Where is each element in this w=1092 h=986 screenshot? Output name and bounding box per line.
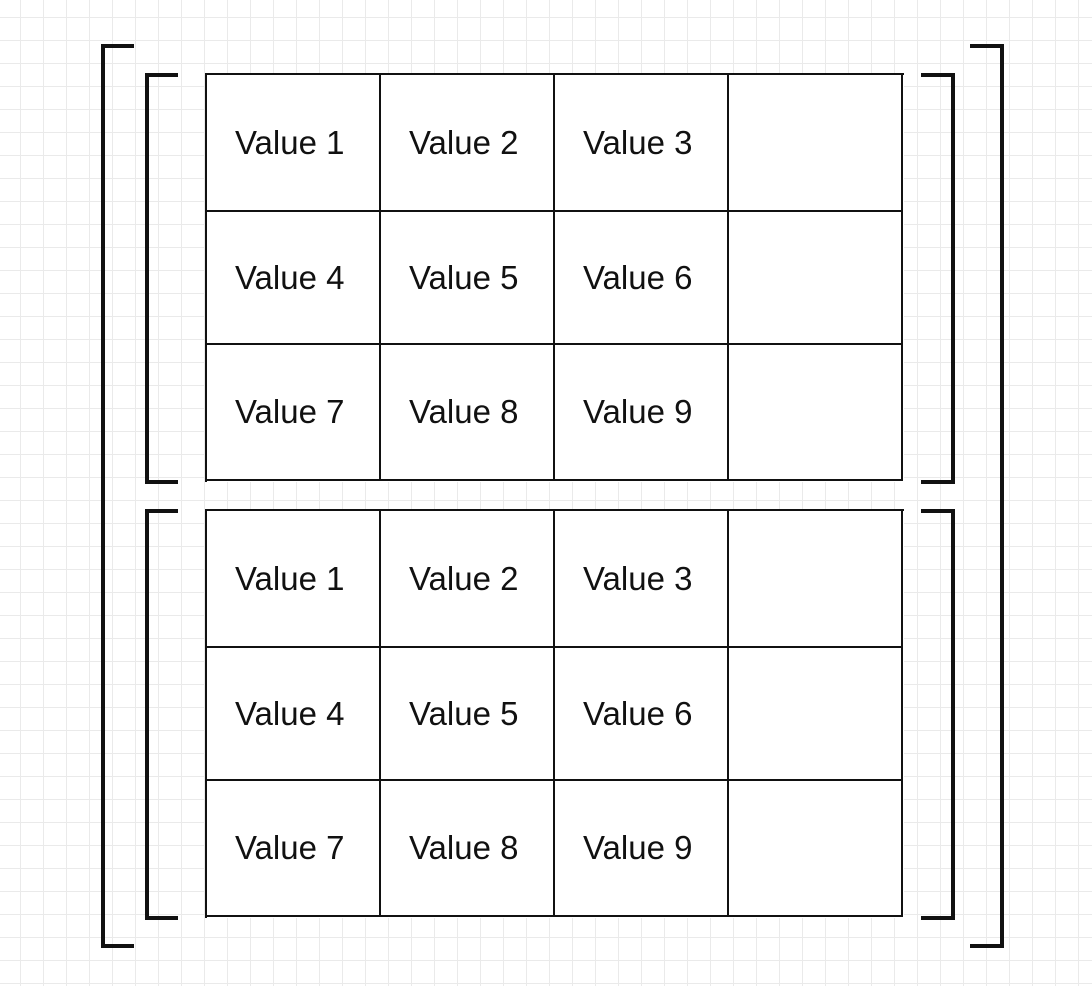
outer-left-bracket [101, 44, 134, 948]
matrix-2-cell: Value 9 [555, 781, 729, 917]
matrix-1-cell: Value 7 [207, 345, 381, 481]
outer-right-bracket [970, 44, 1004, 948]
matrix-1-cell: Value 1 [207, 75, 381, 212]
matrix-2-cell-empty [729, 511, 903, 648]
matrix-1-table: Value 1 Value 2 Value 3 Value 4 Value 5 … [205, 73, 904, 482]
matrix-1-cell: Value 4 [207, 212, 381, 345]
matrix-2-cell: Value 6 [555, 648, 729, 781]
matrix-2-cell-empty [729, 648, 903, 781]
matrix-1-cell: Value 9 [555, 345, 729, 481]
matrix-2-cell: Value 8 [381, 781, 555, 917]
matrix-1-cell-empty [729, 75, 903, 212]
matrix-1-cell: Value 3 [555, 75, 729, 212]
matrix-2-cell-empty [729, 781, 903, 917]
matrix-1-cell-empty [729, 212, 903, 345]
matrix-1-cell-empty [729, 345, 903, 481]
matrix-2-cell: Value 7 [207, 781, 381, 917]
matrix-2-cell: Value 2 [381, 511, 555, 648]
matrix-1-cell: Value 2 [381, 75, 555, 212]
matrix-1-cell: Value 8 [381, 345, 555, 481]
matrix-2-cell: Value 3 [555, 511, 729, 648]
matrix-2-left-bracket [145, 509, 178, 920]
matrix-2-cell: Value 4 [207, 648, 381, 781]
matrix-1-cell: Value 6 [555, 212, 729, 345]
matrix-1-left-bracket [145, 73, 178, 484]
matrix-2-cell: Value 5 [381, 648, 555, 781]
matrix-1-right-bracket [921, 73, 955, 484]
matrix-2-table: Value 1 Value 2 Value 3 Value 4 Value 5 … [205, 509, 904, 918]
matrix-1-cell: Value 5 [381, 212, 555, 345]
matrix-2-cell: Value 1 [207, 511, 381, 648]
matrix-2-right-bracket [921, 509, 955, 920]
